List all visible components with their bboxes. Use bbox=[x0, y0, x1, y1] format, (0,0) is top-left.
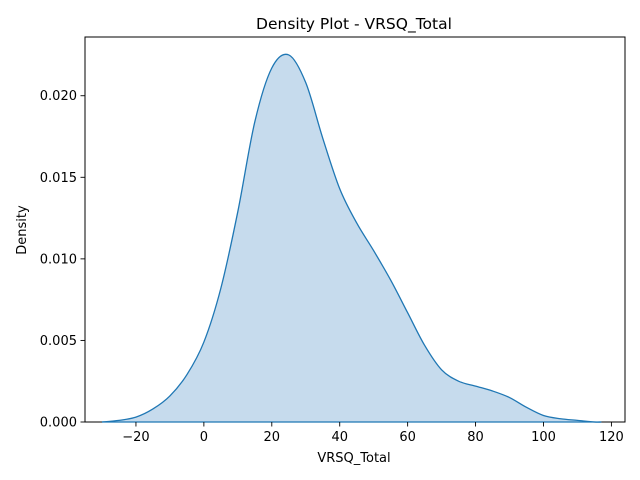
x-axis: −20 0 20 40 60 80 100 120 bbox=[122, 422, 624, 445]
x-tick-label: −20 bbox=[122, 430, 149, 445]
y-tick-label: 0.020 bbox=[40, 89, 77, 104]
x-tick-label: 120 bbox=[599, 430, 624, 445]
y-tick-label: 0.005 bbox=[40, 334, 77, 349]
y-tick-label: 0.000 bbox=[40, 416, 77, 431]
chart-title: Density Plot - VRSQ_Total bbox=[256, 15, 452, 34]
x-axis-label: VRSQ_Total bbox=[317, 451, 390, 466]
y-axis-label: Density bbox=[15, 205, 30, 255]
plot-area bbox=[101, 53, 602, 423]
x-tick-label: 80 bbox=[467, 430, 484, 445]
density-area bbox=[101, 54, 602, 423]
y-axis: 0.000 0.005 0.010 0.015 0.020 bbox=[40, 89, 85, 431]
x-tick-label: 0 bbox=[200, 430, 208, 445]
y-tick-label: 0.010 bbox=[40, 252, 77, 267]
y-tick-label: 0.015 bbox=[40, 171, 77, 186]
x-tick-label: 60 bbox=[399, 430, 416, 445]
density-line bbox=[101, 53, 602, 423]
x-tick-label: 40 bbox=[331, 430, 348, 445]
x-tick-label: 100 bbox=[531, 430, 556, 445]
x-tick-label: 20 bbox=[264, 430, 281, 445]
